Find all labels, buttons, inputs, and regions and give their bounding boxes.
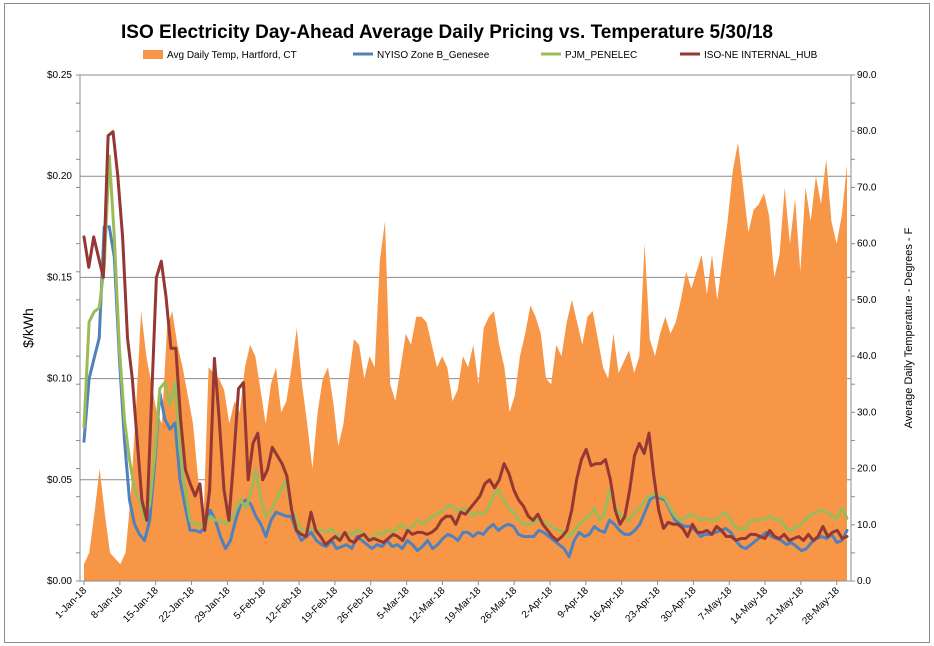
y2-tick-label: 70.0 [857,182,877,193]
legend-label: NYISO Zone B_Genesee [377,50,490,61]
x-tick-label: 5-Mar-18 [375,585,412,622]
x-tick-label: 1-Jan-18 [53,585,89,621]
y-tick-label: $0.15 [47,272,72,283]
price-lines-layer [82,130,849,559]
legend: Avg Daily Temp, Hartford, CT NYISO Zone B… [143,50,818,61]
y-tick-label: $0.20 [47,171,72,182]
x-tick-label: 21-May-18 [764,585,806,627]
x-tick-label: 8-Jan-18 [89,585,125,621]
y2-tick-label: 60.0 [857,239,877,250]
x-tick-label: 2-Apr-18 [520,585,556,621]
y2-tick-label: 20.0 [857,464,877,475]
x-tick-label: 16-Apr-18 [588,585,628,625]
x-tick-label: 7-May-18 [697,585,735,623]
x-tick-label: 26-Mar-18 [479,585,520,626]
legend-swatch [143,50,163,59]
legend-label: Avg Daily Temp, Hartford, CT [167,50,297,61]
x-tick-label: 26-Feb-18 [335,585,376,626]
temperature-area-layer [84,142,847,581]
y-tick-label: $0.00 [47,576,72,587]
x-tick-label: 23-Apr-18 [623,585,663,625]
y2-axis-title: Average Daily Temperature - Degrees - F [903,227,915,428]
y2-tick-label: 40.0 [857,351,877,362]
x-tick-label: 19-Feb-18 [300,585,341,626]
left-axis-ticks: $0.00 $0.05 $0.10 $0.15 $0.20 $0.25 [47,70,72,587]
x-axis-ticks: 1-Jan-18 8-Jan-1815-Jan-1822-Jan-1829-Jan… [53,585,842,627]
series-line-pjm-penelec [82,154,849,542]
legend-label: ISO-NE INTERNAL_HUB [704,50,818,61]
x-tick-label: 5-Feb-18 [232,585,269,622]
y-tick-label: $0.05 [47,475,72,486]
chart-title: ISO Electricity Day-Ahead Average Daily … [121,22,773,43]
x-tick-label: 19-Mar-18 [443,585,484,626]
series-line-iso-ne-internal-hub [82,130,849,547]
axes [76,74,855,585]
x-tick-label: 15-Jan-18 [121,585,161,625]
y2-tick-label: 90.0 [857,70,877,81]
y-axis-title: $/kWh [20,308,36,348]
x-tick-label: 28-May-18 [800,585,842,627]
y2-tick-label: 80.0 [857,126,877,137]
legend-item: ISO-NE INTERNAL_HUB [680,50,818,61]
y2-tick-label: 50.0 [857,295,877,306]
x-tick-label: 9-Apr-18 [556,585,592,621]
legend-item: Avg Daily Temp, Hartford, CT [143,50,297,61]
x-tick-label: 12-Mar-18 [407,585,448,626]
legend-label: PJM_PENELEC [565,50,637,61]
x-tick-label: 14-May-18 [729,585,771,627]
legend-item: PJM_PENELEC [541,50,637,61]
y2-tick-label: 10.0 [857,520,877,531]
x-tick-label: 22-Jan-18 [157,585,197,625]
y2-tick-label: 0.0 [857,576,871,587]
temperature-area [84,142,847,581]
x-tick-label: 12-Feb-18 [264,585,305,626]
y-tick-label: $0.25 [47,70,72,81]
y-tick-label: $0.10 [47,374,72,385]
legend-item: NYISO Zone B_Genesee [353,50,490,61]
y2-tick-label: 30.0 [857,407,877,418]
right-axis-ticks: 0.0 10.0 20.0 30.0 40.0 50.0 60.0 70.0 80.0 90.0 [857,70,877,587]
x-tick-label: 30-Apr-18 [659,585,699,625]
x-tick-label: 29-Jan-18 [193,585,233,625]
